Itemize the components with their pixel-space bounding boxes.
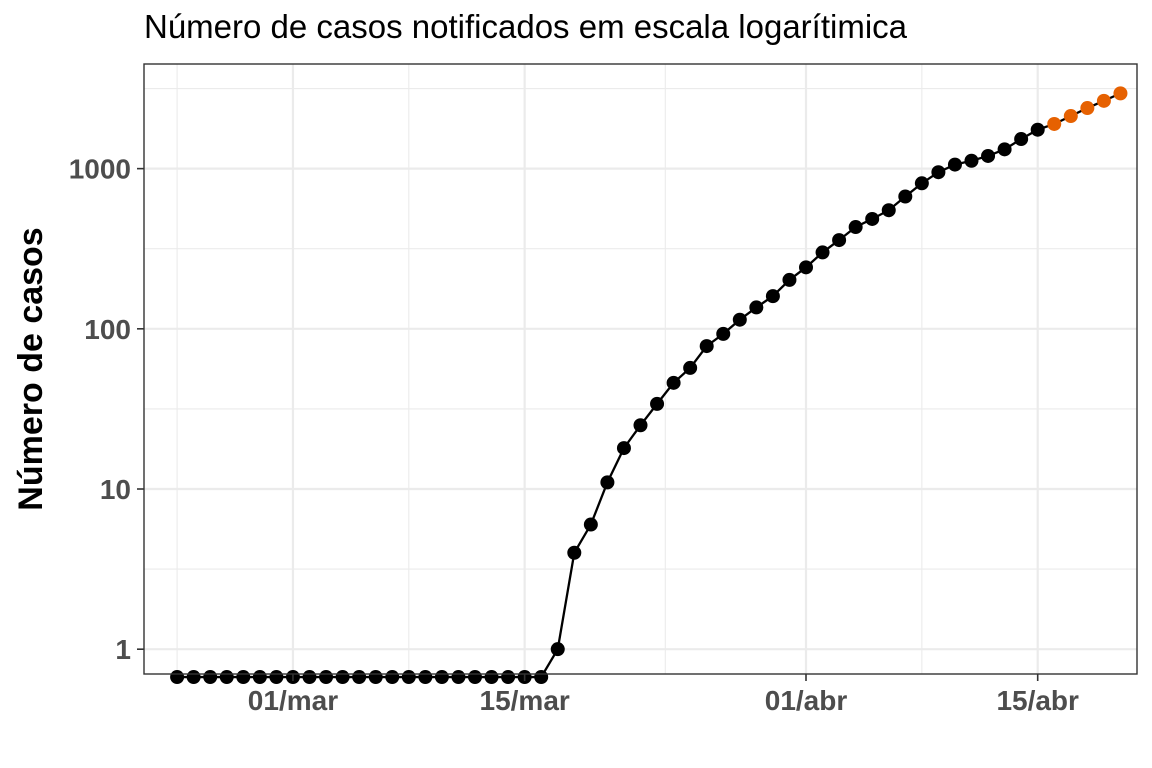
observed-data-point: [385, 670, 400, 685]
observed-data-point: [865, 211, 880, 226]
observed-data-point: [501, 670, 516, 685]
observed-data-point: [600, 475, 615, 490]
observed-data-point: [650, 396, 665, 411]
observed-data-point: [666, 375, 681, 390]
observed-data-point: [799, 260, 813, 275]
observed-data-point: [964, 153, 979, 168]
observed-data-point: [170, 670, 185, 685]
observed-data-point: [716, 326, 731, 341]
y-tick-label: 10: [100, 474, 131, 505]
projected-data-point: [1047, 116, 1062, 131]
observed-data-point: [732, 312, 747, 327]
observed-data-point: [782, 272, 797, 287]
observed-data-point: [815, 245, 830, 260]
observed-data-point: [368, 670, 383, 685]
x-tick-label: 15/abr: [996, 685, 1079, 716]
y-tick-label: 1000: [69, 154, 131, 185]
observed-data-point: [252, 670, 267, 685]
y-tick-label: 1: [115, 634, 131, 665]
observed-data-point: [401, 670, 416, 685]
observed-data-point: [699, 339, 714, 354]
observed-data-point: [236, 670, 251, 685]
observed-data-point: [269, 670, 284, 685]
observed-data-point: [848, 220, 863, 235]
observed-data-point: [749, 300, 764, 315]
observed-data-point: [931, 165, 946, 180]
projected-data-point: [1113, 86, 1128, 101]
observed-data-point: [484, 670, 499, 685]
projected-data-point: [1080, 101, 1095, 116]
observed-data-point: [832, 233, 847, 248]
series-line-path: [177, 92, 1121, 679]
observed-data-point: [567, 545, 582, 560]
y-tick-label: 100: [84, 314, 131, 345]
observed-data-point: [765, 289, 780, 304]
x-tick-label: 15/mar: [480, 685, 570, 716]
x-tick-label: 01/mar: [248, 685, 338, 716]
chart-title: Número de casos notificados em escala lo…: [144, 8, 908, 45]
observed-data-point: [203, 670, 218, 685]
observed-data-point: [616, 441, 631, 456]
observed-data-point: [583, 517, 598, 532]
observed-data-point: [1014, 132, 1029, 147]
grid-major: [144, 64, 1137, 674]
observed-data-point: [1030, 122, 1045, 137]
observed-data-point: [881, 203, 896, 218]
observed-data-point: [947, 157, 962, 172]
observed-data-point: [550, 642, 565, 657]
y-axis-title: Número de casos: [12, 227, 50, 510]
observed-data-point: [468, 670, 482, 685]
axis-ticks: [137, 167, 1039, 681]
observed-data-point: [434, 670, 449, 685]
observed-data-point: [418, 670, 433, 685]
observed-data-point: [898, 189, 913, 204]
observed-data-point: [633, 418, 648, 433]
observed-data-point: [981, 148, 996, 163]
x-axis-tick-labels: 01/mar 15/mar 01/abr 15/abr: [248, 685, 1079, 716]
observed-data-point: [335, 670, 350, 685]
observed-data-point: [914, 176, 929, 191]
observed-data-point: [997, 142, 1012, 157]
observed-data-point: [534, 670, 549, 685]
observed-data-point: [683, 360, 698, 375]
series-line: [177, 92, 1121, 679]
projected-data-point: [1063, 109, 1078, 124]
observed-data-point: [186, 670, 201, 685]
panel-border: [143, 63, 1138, 675]
observed-data-point: [451, 670, 466, 685]
observed-data-point: [352, 670, 367, 685]
observed-data-point: [319, 670, 334, 685]
series-points: [170, 86, 1128, 685]
grid-minor: [144, 64, 1137, 674]
x-tick-label: 01/abr: [765, 685, 848, 716]
observed-data-point: [302, 670, 317, 685]
y-axis-tick-labels: 1 10 100 1000: [69, 154, 131, 666]
observed-data-point: [219, 670, 234, 685]
projected-data-point: [1096, 93, 1111, 108]
